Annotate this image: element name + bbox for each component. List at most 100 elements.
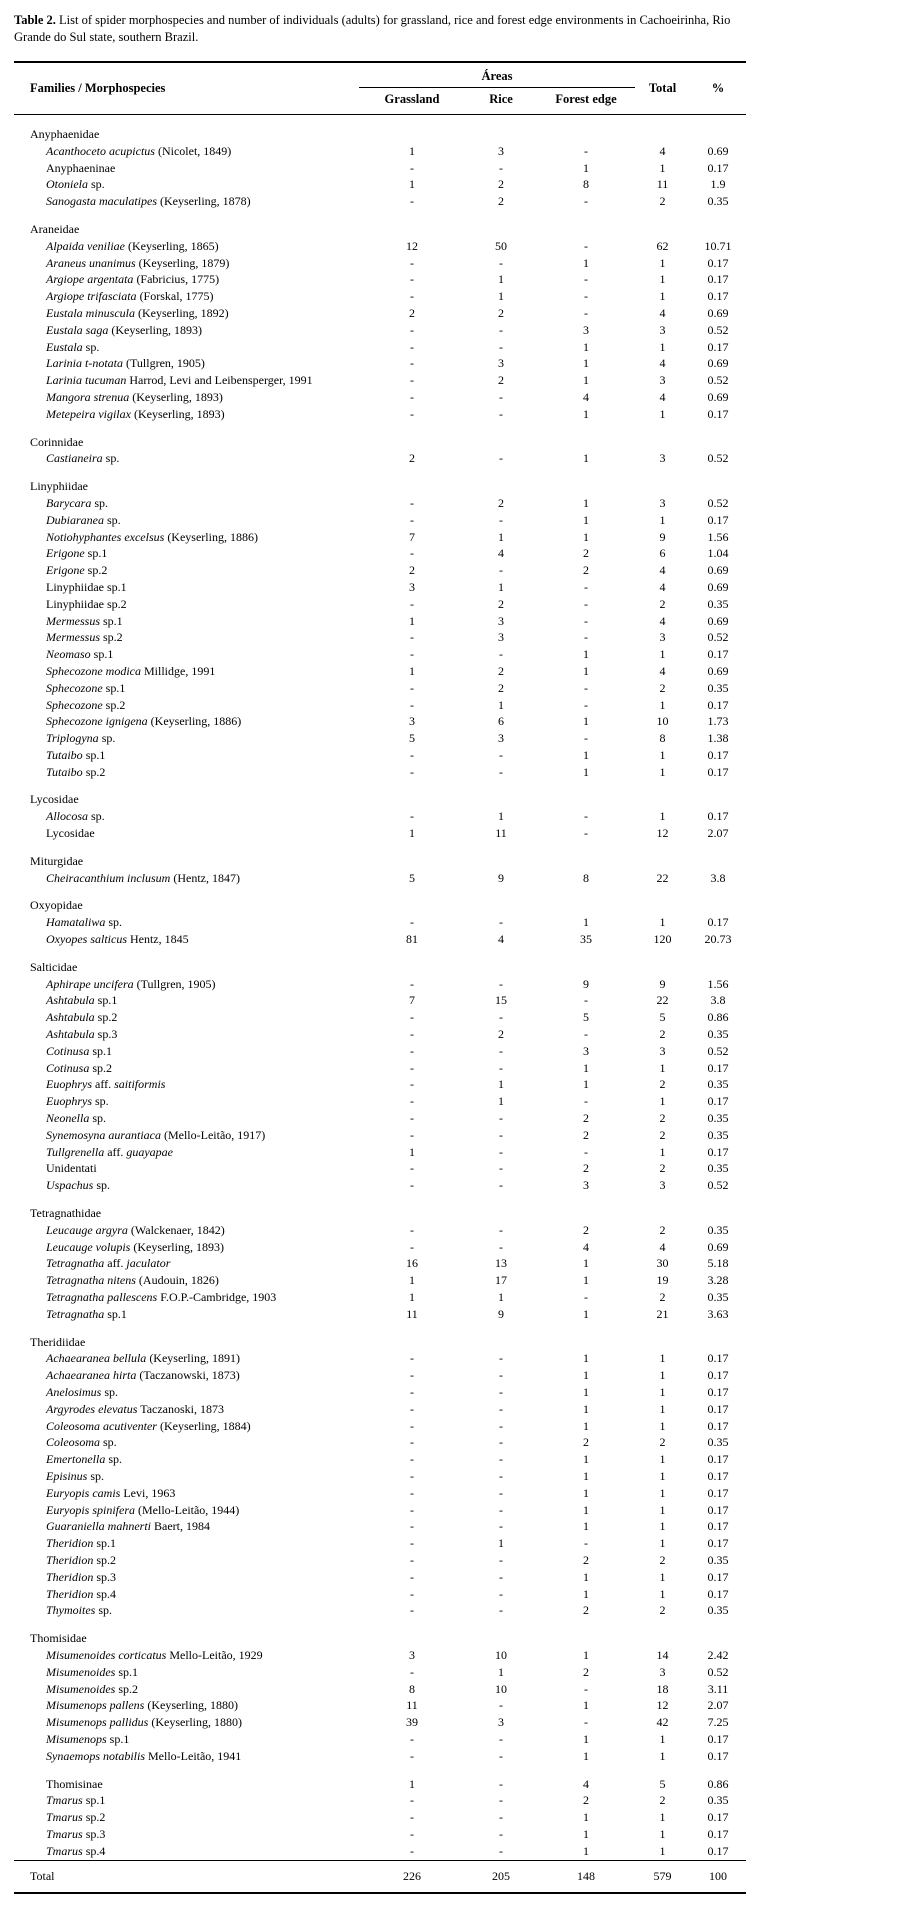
species-name: Sphecozone sp.1 xyxy=(14,680,359,697)
count-forest-edge: 1 xyxy=(583,1748,590,1763)
species-name: Anyphaeninae xyxy=(14,160,359,177)
species-name: Linyphiidae sp.1 xyxy=(14,579,359,596)
percent-value: 0.52 xyxy=(707,451,729,466)
percent-value: 2.42 xyxy=(707,1647,729,1662)
count-grassland: - xyxy=(410,1502,414,1517)
count-forest-edge: - xyxy=(584,697,589,712)
species-name-segment: Tetragnatha xyxy=(46,1256,105,1271)
species-row: Misumenoides sp.1 - 1 2 3 0.52 xyxy=(14,1664,746,1681)
species-name-segment: Argiope trifasciata xyxy=(46,289,137,304)
percent-value: 0.52 xyxy=(707,373,729,388)
col-header-rice: Rice xyxy=(489,92,513,106)
species-name-segment: Otoniela xyxy=(46,177,88,192)
count-total: 4 xyxy=(659,613,666,628)
percent-value: 3.8 xyxy=(710,993,726,1008)
species-name-segment: (Forskal, 1775) xyxy=(136,289,214,304)
species-name-segment: Anelosimus xyxy=(46,1384,102,1399)
count-grassland: - xyxy=(410,1536,414,1551)
count-total: 12 xyxy=(656,826,669,841)
species-name-segment: (Mello-Leitão, 1917) xyxy=(160,1127,266,1142)
count-forest-edge: 1 xyxy=(583,529,590,544)
species-name-segment: sp.1 xyxy=(89,1043,113,1058)
count-rice: - xyxy=(499,1748,503,1763)
species-row: Cotinusa sp.2 - - 1 1 0.17 xyxy=(14,1060,746,1077)
count-rice: 1 xyxy=(498,809,504,824)
species-name: Synemosyna aurantiaca (Mello-Leitão, 191… xyxy=(14,1127,359,1144)
species-row: Coleosoma acutiventer (Keyserling, 1884)… xyxy=(14,1418,746,1435)
count-grassland: - xyxy=(410,915,414,930)
total-grassland: 226 xyxy=(359,1859,465,1894)
species-name-segment: (Keyserling, 1880) xyxy=(148,1715,242,1730)
count-forest-edge: 35 xyxy=(580,932,593,947)
species-name-segment: Tutaibo xyxy=(46,747,83,762)
species-name: Coleosoma sp. xyxy=(14,1434,359,1451)
count-rice: 1 xyxy=(498,697,504,712)
species-row: Uspachus sp. - - 3 3 0.52 xyxy=(14,1177,746,1194)
species-name: Barycara sp. xyxy=(14,495,359,512)
count-forest-edge: 2 xyxy=(583,1793,590,1808)
percent-value: 0.17 xyxy=(707,1843,729,1858)
count-forest-edge: 5 xyxy=(583,1010,590,1025)
family-header-row: Corinnidae xyxy=(14,423,746,451)
percent-value: 0.17 xyxy=(707,915,729,930)
species-row: Achaearanea bellula (Keyserling, 1891) - -… xyxy=(14,1350,746,1367)
count-total: 1 xyxy=(659,272,666,287)
species-row: Notiohyphantes excelsus (Keyserling, 188… xyxy=(14,529,746,546)
species-name: Larinia tucuman Harrod, Levi and Leibens… xyxy=(14,372,359,389)
species-name-segment: (Keyserling, 1880) xyxy=(144,1698,238,1713)
count-forest-edge: 1 xyxy=(583,1502,590,1517)
count-rice: 9 xyxy=(498,870,504,885)
count-total: 1 xyxy=(659,1536,666,1551)
species-name-segment: Leucauge argyra xyxy=(46,1222,128,1237)
percent-value: 1.56 xyxy=(707,976,729,991)
species-name: Ashtabula sp.3 xyxy=(14,1026,359,1043)
count-grassland: - xyxy=(410,512,414,527)
species-name-segment: aff. xyxy=(104,1144,127,1159)
percent-value: 0.69 xyxy=(707,1239,729,1254)
count-forest-edge: - xyxy=(584,289,589,304)
count-grassland: - xyxy=(410,1843,414,1858)
species-name-segment: sp.1 xyxy=(84,546,108,561)
morphospecies-table: Families / Morphospecies Áreas Total % G… xyxy=(14,61,747,1894)
percent-value: 0.52 xyxy=(707,630,729,645)
species-row: Leucauge volupis (Keyserling, 1893) - - 4 4 0… xyxy=(14,1239,746,1256)
species-name-segment: sp.1 xyxy=(104,1306,127,1321)
species-name-segment: Castianeira xyxy=(46,451,103,466)
percent-value: 0.17 xyxy=(707,1384,729,1399)
count-forest-edge: 1 xyxy=(583,647,590,662)
count-total: 1 xyxy=(659,1368,666,1383)
count-grassland: - xyxy=(410,255,414,270)
species-name-segment: Argyrodes elevatus xyxy=(46,1401,138,1416)
species-row: Argyrodes elevatus Taczanoski, 1873 - - 1 1 0… xyxy=(14,1401,746,1418)
table-caption-text: List of spider morphospecies and number … xyxy=(14,13,731,44)
count-rice: - xyxy=(499,1586,503,1601)
count-rice: - xyxy=(499,1485,503,1500)
species-row: Misumenops sp.1 - - 1 1 0.17 xyxy=(14,1731,746,1748)
count-rice: 2 xyxy=(498,1027,504,1042)
species-name-segment: (Keyserling, 1884) xyxy=(156,1418,251,1433)
species-row: Eustala saga (Keyserling, 1893) - - 3 3 0.52 xyxy=(14,322,746,339)
count-total: 1 xyxy=(659,747,666,762)
count-grassland: - xyxy=(410,1664,414,1679)
count-forest-edge: - xyxy=(584,826,589,841)
species-name-segment: (Taczanowski, 1873) xyxy=(136,1368,240,1383)
percent-value: 0.35 xyxy=(707,1793,729,1808)
species-row: Castianeira sp. 2 - 1 3 0.52 xyxy=(14,450,746,467)
count-total: 1 xyxy=(659,1502,666,1517)
species-row: Acanthoceto acupictus (Nicolet, 1849) 1 3 -… xyxy=(14,143,746,160)
count-grassland: - xyxy=(410,1368,414,1383)
count-rice: 2 xyxy=(498,596,504,611)
percent-value: 0.35 xyxy=(707,680,729,695)
total-percent: 100 xyxy=(690,1859,747,1894)
count-forest-edge: 2 xyxy=(583,546,590,561)
count-forest-edge: 1 xyxy=(583,512,590,527)
species-name-segment: Neomaso xyxy=(46,647,91,662)
species-name-segment: sp.3 xyxy=(93,1569,117,1584)
count-forest-edge: 1 xyxy=(583,1306,590,1321)
species-name-segment: (Walckenaer, 1842) xyxy=(127,1222,225,1237)
percent-value: 0.17 xyxy=(707,1060,729,1075)
total-rice: 205 xyxy=(465,1859,537,1894)
family-header-row: Linyphiidae xyxy=(14,467,746,495)
count-forest-edge: 1 xyxy=(583,1418,590,1433)
species-name-segment: sp.1 xyxy=(115,1664,138,1679)
